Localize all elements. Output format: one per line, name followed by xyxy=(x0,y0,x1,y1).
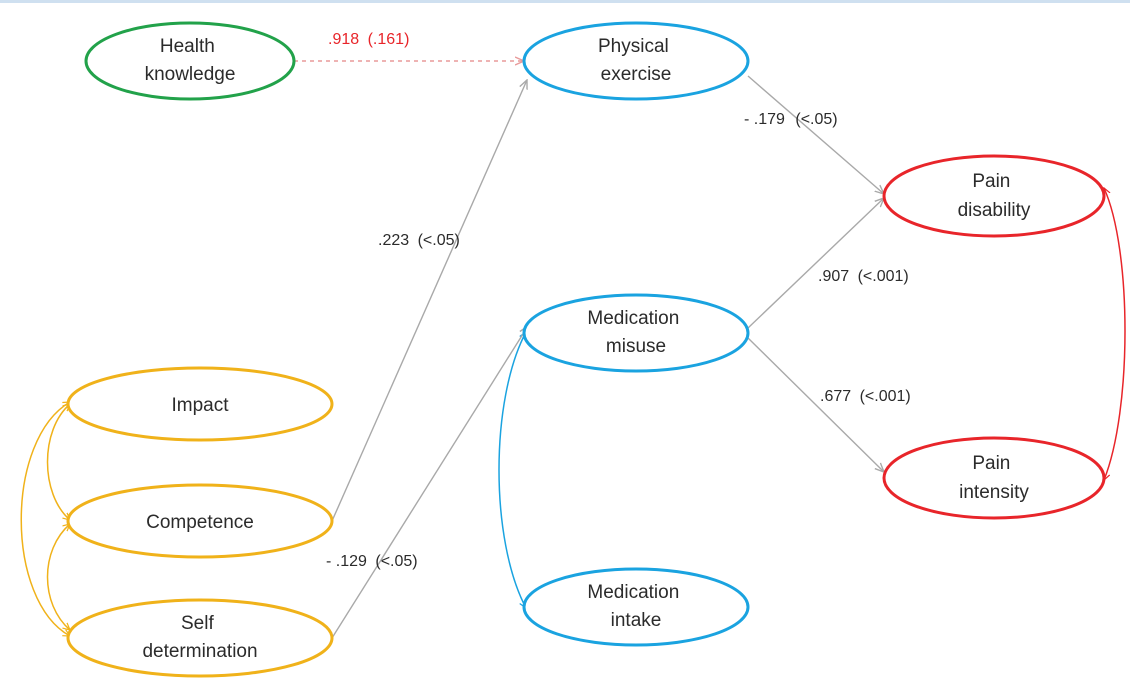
covariance-layer xyxy=(20,188,1126,637)
pvalue-hk-pe: (.161) xyxy=(368,31,410,48)
svg-text:Pain intensity: Pain intensity xyxy=(959,453,1029,503)
svg-text:Self determination: Self determination xyxy=(142,613,257,662)
coef-mm-pi: .677 xyxy=(820,388,851,405)
impact-line-1: Impact xyxy=(171,395,229,416)
svg-text:Medication intake: Medication intake xyxy=(587,582,684,631)
construct-layer: Health knowledge Physical exercise Pain … xyxy=(66,21,1106,678)
path-sd-mm xyxy=(331,326,528,639)
path-mm-pi xyxy=(747,337,884,472)
coef-comp-pe: .223 xyxy=(378,232,409,249)
medication-misuse-line-2: misuse xyxy=(606,336,666,357)
pain-disability-line-1: Pain xyxy=(972,171,1010,192)
covariance-imp-comp xyxy=(46,404,71,520)
pvalue-sd-mm: (<.05) xyxy=(375,553,417,570)
node-pain-disability: Pain disability xyxy=(882,154,1106,238)
node-pain-intensity: Pain intensity xyxy=(882,436,1106,520)
node-impact: Impact xyxy=(66,366,334,442)
physical-exercise-line-1: Physical xyxy=(598,36,669,57)
svg-text:Health knowledge: Health knowledge xyxy=(145,36,236,85)
medication-intake-line-2: intake xyxy=(611,610,662,631)
node-self-determination: Self determination xyxy=(66,598,334,678)
edge-label-mm-pd: .907 (<.001) xyxy=(818,268,909,285)
self-determination-line-2: determination xyxy=(142,641,257,662)
pvalue-pe-pd: (<.05) xyxy=(795,111,837,128)
path-mm-pd xyxy=(747,198,884,329)
edge-label-hk-pe: .918 (.161) xyxy=(328,31,409,48)
pain-disability-line-2: disability xyxy=(958,200,1031,221)
edge-label-comp-pe: .223 (<.05) xyxy=(378,232,460,249)
pvalue-mm-pi: (<.001) xyxy=(860,388,911,405)
coef-hk-pe: .918 xyxy=(328,31,359,48)
edge-label-pe-pd: - .179 (<.05) xyxy=(744,111,838,128)
pvalue-comp-pe: (<.05) xyxy=(418,232,460,249)
health-knowledge-line-2: knowledge xyxy=(145,64,236,85)
pain-intensity-line-2: intensity xyxy=(959,482,1029,503)
covariance-comp-sd xyxy=(46,524,71,630)
node-medication-intake: Medication intake xyxy=(522,567,750,647)
path-layer xyxy=(294,61,884,639)
edge-label-sd-mm: - .129 (<.05) xyxy=(326,553,418,570)
edge-label-mm-pi: .677 (<.001) xyxy=(820,388,911,405)
path-pe-pd xyxy=(747,75,884,194)
node-competence: Competence xyxy=(66,483,334,559)
covariance-pd-pi xyxy=(1104,188,1126,480)
health-knowledge-line-1: Health xyxy=(160,36,215,57)
top-border xyxy=(0,0,1130,3)
node-physical-exercise: Physical exercise xyxy=(522,21,750,101)
medication-misuse-line-1: Medication xyxy=(587,308,679,329)
competence-line-1: Competence xyxy=(146,512,254,533)
svg-text:Medication misuse: Medication misuse xyxy=(587,308,684,357)
coef-mm-pd: .907 xyxy=(818,268,849,285)
covariance-imp-sd xyxy=(20,402,70,637)
node-medication-misuse: Medication misuse xyxy=(522,293,750,373)
physical-exercise-line-2: exercise xyxy=(601,64,672,85)
covariance-mm-mi xyxy=(498,332,527,608)
svg-text:Physical exercise: Physical exercise xyxy=(598,36,674,85)
coef-pe-pd: - .179 xyxy=(744,111,785,128)
pvalue-mm-pd: (<.001) xyxy=(858,268,909,285)
path-label-layer: .918 (.161) - .179 (<.05) .223 (<.05) .9… xyxy=(326,31,911,570)
self-determination-line-1: Self xyxy=(181,613,214,634)
coef-sd-mm: - .129 xyxy=(326,553,367,570)
svg-text:Competence: Competence xyxy=(146,512,254,533)
pain-intensity-line-1: Pain xyxy=(972,453,1010,474)
path-comp-pe xyxy=(331,80,527,522)
svg-text:Impact: Impact xyxy=(171,395,229,416)
svg-text:Pain disability: Pain disability xyxy=(958,171,1031,221)
node-health-knowledge: Health knowledge xyxy=(84,21,296,101)
medication-intake-line-1: Medication xyxy=(587,582,679,603)
